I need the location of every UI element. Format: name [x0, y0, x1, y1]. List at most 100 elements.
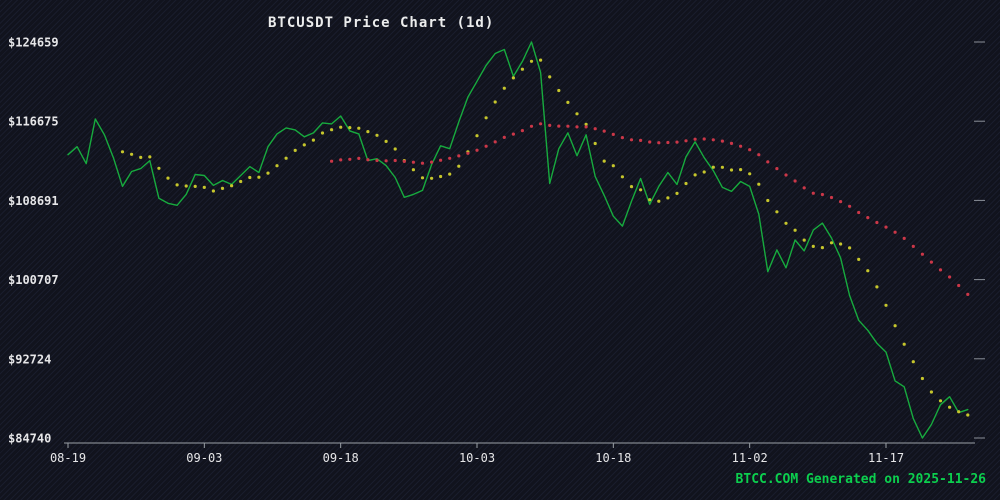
ma7-dot	[520, 67, 525, 71]
x-axis-label: 10-03	[459, 451, 495, 465]
ma7-dot	[593, 141, 597, 146]
ma30-dot	[902, 236, 906, 240]
ma7-dot	[966, 413, 970, 417]
ma7-dot	[575, 112, 579, 116]
ma7-dot	[766, 198, 770, 203]
ma30-dot	[711, 138, 715, 142]
x-axis-label: 09-03	[186, 451, 222, 465]
ma30-dot	[857, 210, 861, 215]
y-axis-label: $100707	[8, 273, 59, 287]
y-axis-label: $116675	[8, 115, 59, 129]
ma30-dot	[566, 124, 570, 128]
ma30-dot	[357, 156, 361, 160]
ma7-dot	[366, 130, 370, 134]
ma30-dot	[693, 137, 697, 141]
ma30-dot	[739, 144, 743, 148]
ma7-dot	[684, 181, 688, 186]
ma7-dot	[648, 198, 652, 202]
x-axis-label: 09-18	[323, 451, 359, 465]
ma30-dot	[911, 244, 915, 248]
ma7-dot	[175, 183, 179, 187]
ma7-dot	[948, 405, 952, 409]
x-axis-label: 08-19	[50, 451, 86, 465]
ma30-dot	[539, 122, 543, 126]
ma30-dot	[593, 127, 597, 131]
ma7-dot	[902, 342, 906, 346]
ma30-dot	[639, 138, 643, 142]
ma30-dot	[929, 260, 934, 264]
ma30-dot	[602, 129, 606, 133]
ma30-dot	[893, 230, 897, 234]
ma30-dot	[802, 186, 806, 190]
ma30-dot	[775, 167, 779, 171]
x-axis-label: 11-17	[868, 451, 904, 465]
ma7-dot	[493, 100, 497, 104]
ma7-dot	[475, 134, 479, 138]
ma7-dot	[784, 221, 788, 225]
ma30-dot	[920, 252, 925, 256]
ma7-dot	[120, 150, 125, 154]
y-axis-label: $124659	[8, 36, 59, 50]
ma30-dot	[629, 138, 634, 142]
ma7-dot	[666, 196, 670, 200]
ma7-dot	[584, 122, 588, 126]
ma7-dot	[793, 228, 797, 232]
ma7-dot	[748, 172, 752, 176]
ma7-dot	[957, 410, 961, 414]
ma7-dot	[130, 152, 134, 156]
ma7-dot	[720, 165, 725, 169]
ma30-dot	[684, 139, 688, 143]
ma30-dot	[866, 216, 870, 220]
ma30-dot	[402, 159, 406, 163]
ma7-dot	[439, 174, 443, 179]
ma7-dot	[602, 159, 606, 163]
ma7-dot	[420, 176, 425, 180]
ma7-dot	[384, 139, 388, 143]
ma30-dot	[793, 179, 797, 183]
ma30-dot	[420, 161, 425, 165]
ma7-dot	[320, 131, 325, 135]
ma7-dot	[266, 171, 270, 175]
ma7-dot	[611, 164, 615, 168]
ma30-dot	[720, 139, 725, 143]
ma30-dot	[948, 275, 952, 279]
ma30-dot	[330, 159, 334, 163]
ma7-dot	[739, 168, 743, 172]
ma7-dot	[529, 59, 534, 63]
ma30-dot	[529, 124, 534, 128]
ma30-dot	[575, 125, 579, 129]
ma7-dot	[775, 210, 779, 214]
ma30-dot	[884, 225, 888, 229]
ma7-dot	[457, 164, 461, 168]
ma7-dot	[629, 185, 634, 189]
ma30-dot	[966, 292, 970, 296]
ma7-dot	[230, 184, 234, 188]
ma7-dot	[448, 172, 452, 176]
ma7-dot	[848, 246, 852, 250]
ma7-dot	[302, 143, 306, 147]
ma30-dot	[475, 148, 479, 152]
ma30-dot	[448, 156, 452, 160]
ma30-dot	[620, 136, 625, 140]
ma30-dot	[584, 125, 588, 129]
ma7-dot	[566, 100, 570, 104]
ma30-dot	[666, 140, 670, 145]
ma30-dot	[466, 151, 470, 155]
ma7-dot	[820, 246, 825, 250]
y-axis-label: $84740	[8, 432, 51, 446]
ma7-dot	[539, 58, 543, 62]
x-axis-label: 10-18	[595, 451, 631, 465]
ma30-dot	[511, 132, 515, 136]
ma7-dot	[357, 126, 361, 130]
x-axis-label: 11-02	[732, 451, 768, 465]
ma7-dot	[148, 155, 152, 159]
ma30-dot	[375, 158, 379, 163]
ma30-dot	[493, 140, 497, 144]
ma7-dot	[866, 269, 870, 273]
ma7-dot	[248, 175, 252, 180]
ma7-dot	[693, 173, 697, 177]
ma30-dot	[484, 144, 488, 148]
ma30-dot	[839, 200, 843, 204]
ma30-dot	[548, 123, 552, 127]
